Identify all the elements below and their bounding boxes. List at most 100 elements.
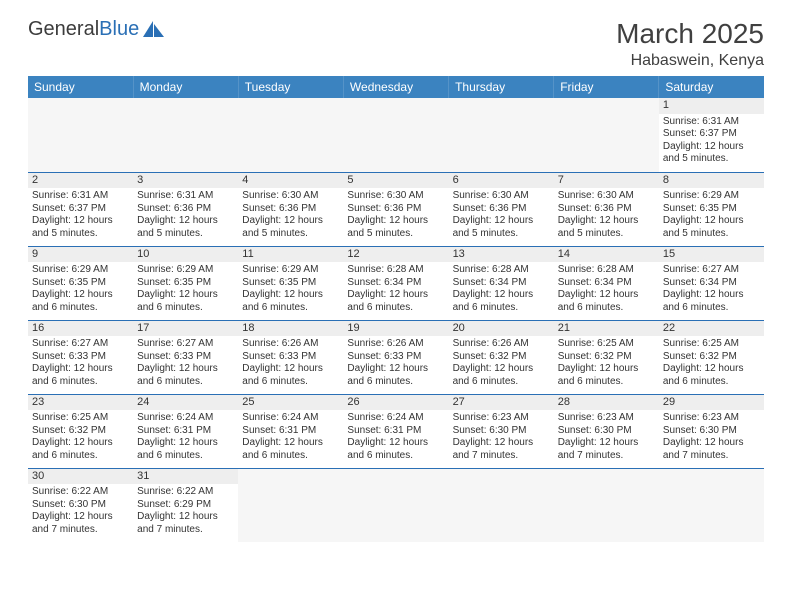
sunrise-text: Sunrise: 6:22 AM xyxy=(137,486,234,499)
calendar-row: 30Sunrise: 6:22 AMSunset: 6:30 PMDayligh… xyxy=(28,468,764,542)
sunrise-text: Sunrise: 6:26 AM xyxy=(347,338,444,351)
day-number: 29 xyxy=(659,395,764,411)
day-number: 28 xyxy=(554,395,659,411)
day-number: 13 xyxy=(449,247,554,263)
weekday-fri: Friday xyxy=(554,76,659,98)
sunrise-text: Sunrise: 6:29 AM xyxy=(137,264,234,277)
day-number: 24 xyxy=(133,395,238,411)
daylight-text: Daylight: 12 hours and 6 minutes. xyxy=(347,289,444,314)
calendar-row: 23Sunrise: 6:25 AMSunset: 6:32 PMDayligh… xyxy=(28,394,764,468)
day-cell: 30Sunrise: 6:22 AMSunset: 6:30 PMDayligh… xyxy=(28,468,133,542)
day-number: 2 xyxy=(28,173,133,189)
day-cell: 7Sunrise: 6:30 AMSunset: 6:36 PMDaylight… xyxy=(554,172,659,246)
day-cell: 8Sunrise: 6:29 AMSunset: 6:35 PMDaylight… xyxy=(659,172,764,246)
sunset-text: Sunset: 6:33 PM xyxy=(242,351,339,364)
daylight-text: Daylight: 12 hours and 7 minutes. xyxy=(663,437,760,462)
day-number: 6 xyxy=(449,173,554,189)
daylight-text: Daylight: 12 hours and 6 minutes. xyxy=(242,437,339,462)
sunset-text: Sunset: 6:31 PM xyxy=(137,425,234,438)
sunrise-text: Sunrise: 6:27 AM xyxy=(32,338,129,351)
day-number: 11 xyxy=(238,247,343,263)
sunrise-text: Sunrise: 6:29 AM xyxy=(242,264,339,277)
day-cell: 15Sunrise: 6:27 AMSunset: 6:34 PMDayligh… xyxy=(659,246,764,320)
daylight-text: Daylight: 12 hours and 5 minutes. xyxy=(32,215,129,240)
daylight-text: Daylight: 12 hours and 6 minutes. xyxy=(137,289,234,314)
day-cell: 6Sunrise: 6:30 AMSunset: 6:36 PMDaylight… xyxy=(449,172,554,246)
day-cell: 11Sunrise: 6:29 AMSunset: 6:35 PMDayligh… xyxy=(238,246,343,320)
day-cell: 29Sunrise: 6:23 AMSunset: 6:30 PMDayligh… xyxy=(659,394,764,468)
day-number: 21 xyxy=(554,321,659,337)
calendar-row: 16Sunrise: 6:27 AMSunset: 6:33 PMDayligh… xyxy=(28,320,764,394)
sunrise-text: Sunrise: 6:27 AM xyxy=(663,264,760,277)
month-title: March 2025 xyxy=(616,18,764,50)
empty-cell xyxy=(554,98,659,172)
day-number: 5 xyxy=(343,173,448,189)
sunset-text: Sunset: 6:29 PM xyxy=(137,499,234,512)
weekday-tue: Tuesday xyxy=(238,76,343,98)
daylight-text: Daylight: 12 hours and 6 minutes. xyxy=(32,363,129,388)
day-cell: 31Sunrise: 6:22 AMSunset: 6:29 PMDayligh… xyxy=(133,468,238,542)
empty-cell xyxy=(343,98,448,172)
weekday-sun: Sunday xyxy=(28,76,133,98)
daylight-text: Daylight: 12 hours and 5 minutes. xyxy=(242,215,339,240)
daylight-text: Daylight: 12 hours and 5 minutes. xyxy=(558,215,655,240)
day-number: 14 xyxy=(554,247,659,263)
sunrise-text: Sunrise: 6:23 AM xyxy=(558,412,655,425)
sunset-text: Sunset: 6:30 PM xyxy=(663,425,760,438)
sunrise-text: Sunrise: 6:26 AM xyxy=(453,338,550,351)
logo: GeneralBlue xyxy=(28,18,165,41)
sunrise-text: Sunrise: 6:30 AM xyxy=(242,190,339,203)
daylight-text: Daylight: 12 hours and 7 minutes. xyxy=(32,511,129,536)
daylight-text: Daylight: 12 hours and 6 minutes. xyxy=(453,363,550,388)
day-number: 23 xyxy=(28,395,133,411)
calendar-row: 9Sunrise: 6:29 AMSunset: 6:35 PMDaylight… xyxy=(28,246,764,320)
day-cell: 20Sunrise: 6:26 AMSunset: 6:32 PMDayligh… xyxy=(449,320,554,394)
sunrise-text: Sunrise: 6:24 AM xyxy=(347,412,444,425)
logo-text-2: Blue xyxy=(99,18,139,41)
day-number: 25 xyxy=(238,395,343,411)
day-number: 4 xyxy=(238,173,343,189)
daylight-text: Daylight: 12 hours and 5 minutes. xyxy=(137,215,234,240)
location: Habaswein, Kenya xyxy=(616,52,764,70)
sunset-text: Sunset: 6:31 PM xyxy=(242,425,339,438)
sunrise-text: Sunrise: 6:25 AM xyxy=(32,412,129,425)
sunrise-text: Sunrise: 6:31 AM xyxy=(137,190,234,203)
sunrise-text: Sunrise: 6:29 AM xyxy=(32,264,129,277)
day-cell: 14Sunrise: 6:28 AMSunset: 6:34 PMDayligh… xyxy=(554,246,659,320)
day-cell: 22Sunrise: 6:25 AMSunset: 6:32 PMDayligh… xyxy=(659,320,764,394)
day-number: 20 xyxy=(449,321,554,337)
sunset-text: Sunset: 6:30 PM xyxy=(558,425,655,438)
sunset-text: Sunset: 6:35 PM xyxy=(663,203,760,216)
empty-cell xyxy=(554,468,659,542)
sunrise-text: Sunrise: 6:30 AM xyxy=(347,190,444,203)
daylight-text: Daylight: 12 hours and 5 minutes. xyxy=(453,215,550,240)
day-number: 10 xyxy=(133,247,238,263)
sunset-text: Sunset: 6:33 PM xyxy=(137,351,234,364)
sunset-text: Sunset: 6:33 PM xyxy=(32,351,129,364)
sunset-text: Sunset: 6:31 PM xyxy=(347,425,444,438)
sunset-text: Sunset: 6:35 PM xyxy=(242,277,339,290)
sunset-text: Sunset: 6:36 PM xyxy=(242,203,339,216)
empty-cell xyxy=(659,468,764,542)
empty-cell xyxy=(449,98,554,172)
day-cell: 16Sunrise: 6:27 AMSunset: 6:33 PMDayligh… xyxy=(28,320,133,394)
sunrise-text: Sunrise: 6:24 AM xyxy=(242,412,339,425)
day-number: 16 xyxy=(28,321,133,337)
sail-icon xyxy=(143,21,165,39)
daylight-text: Daylight: 12 hours and 5 minutes. xyxy=(347,215,444,240)
sunrise-text: Sunrise: 6:27 AM xyxy=(137,338,234,351)
sunrise-text: Sunrise: 6:22 AM xyxy=(32,486,129,499)
sunrise-text: Sunrise: 6:25 AM xyxy=(663,338,760,351)
page: GeneralBlue March 2025 Habaswein, Kenya … xyxy=(0,0,792,542)
day-cell: 24Sunrise: 6:24 AMSunset: 6:31 PMDayligh… xyxy=(133,394,238,468)
sunset-text: Sunset: 6:34 PM xyxy=(663,277,760,290)
header: GeneralBlue March 2025 Habaswein, Kenya xyxy=(28,18,764,70)
sunrise-text: Sunrise: 6:23 AM xyxy=(663,412,760,425)
day-number: 30 xyxy=(28,469,133,485)
day-number: 27 xyxy=(449,395,554,411)
day-number: 8 xyxy=(659,173,764,189)
daylight-text: Daylight: 12 hours and 5 minutes. xyxy=(663,215,760,240)
sunset-text: Sunset: 6:36 PM xyxy=(453,203,550,216)
empty-cell xyxy=(238,98,343,172)
daylight-text: Daylight: 12 hours and 6 minutes. xyxy=(558,363,655,388)
